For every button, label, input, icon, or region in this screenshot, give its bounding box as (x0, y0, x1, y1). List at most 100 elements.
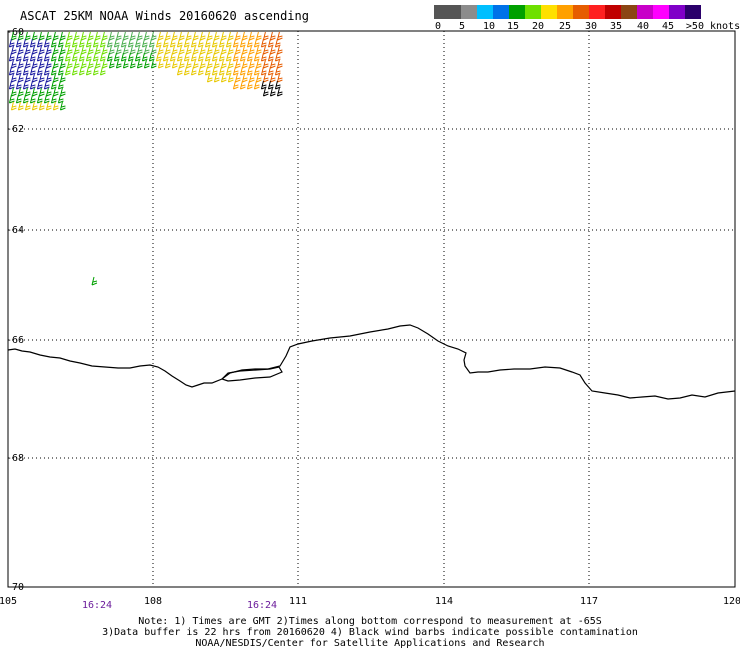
wind-barb (8, 80, 15, 90)
wind-barb (38, 59, 45, 69)
wind-barb (71, 66, 78, 76)
wind-barb (267, 80, 274, 90)
wind-barb (91, 276, 98, 286)
wind-barb (24, 73, 31, 83)
wind-barb (99, 38, 106, 48)
wind-barb (59, 73, 66, 83)
wind-barb (150, 45, 157, 55)
wind-barb (8, 94, 15, 104)
wind-barb (176, 38, 183, 48)
wind-barb (17, 59, 24, 69)
wind-barb (246, 80, 253, 90)
wind-barb (155, 52, 162, 62)
wind-barb (148, 52, 155, 62)
wind-barb (10, 101, 17, 111)
wind-barb (227, 73, 234, 83)
legend-color-swatch (477, 5, 493, 19)
wind-barb (213, 73, 220, 83)
wind-barb (52, 59, 59, 69)
wind-barb (253, 52, 260, 62)
legend-speed-label: 15 (506, 21, 520, 32)
wind-barb (92, 38, 99, 48)
wind-barb (190, 66, 197, 76)
wind-barb (157, 31, 164, 41)
legend-color-swatch (573, 5, 589, 19)
wind-barb (241, 31, 248, 41)
wind-barb (171, 45, 178, 55)
wind-barb (211, 38, 218, 48)
wind-barb (106, 38, 113, 48)
wind-barb (241, 45, 248, 55)
wind-barb (43, 80, 50, 90)
wind-barb (225, 66, 232, 76)
wind-barb (71, 38, 78, 48)
wind-barb (59, 87, 66, 97)
wind-barb (59, 59, 66, 69)
wind-barb (164, 31, 171, 41)
wind-barb (218, 38, 225, 48)
wind-barb (185, 31, 192, 41)
wind-barb (31, 31, 38, 41)
wind-barb (192, 31, 199, 41)
legend-color-swatch (461, 5, 477, 19)
wind-barb (232, 52, 239, 62)
wind-barb (80, 45, 87, 55)
wind-barb (94, 59, 101, 69)
wind-barb (122, 59, 129, 69)
lat-label: -70 (6, 582, 24, 593)
wind-barb (64, 66, 71, 76)
legend-color-swatch (525, 5, 541, 19)
wind-barb (157, 45, 164, 55)
latitude-labels: -60 -62 -64 -66 -68 -70 (6, 27, 24, 593)
wind-barb (262, 59, 269, 69)
wind-barb (31, 59, 38, 69)
wind-barb (227, 31, 234, 41)
note-line-1: Note: 1) Times are GMT 2)Times along bot… (138, 616, 602, 627)
wind-barb (38, 87, 45, 97)
wind-barb (253, 66, 260, 76)
legend-color-swatch (589, 5, 605, 19)
wind-barb (87, 31, 94, 41)
wind-barb (108, 45, 115, 55)
wind-barb (183, 38, 190, 48)
wind-barb (115, 45, 122, 55)
wind-barb (248, 59, 255, 69)
wind-barb (234, 59, 241, 69)
wind-barb (211, 66, 218, 76)
wind-barb (45, 87, 52, 97)
wind-barb (101, 45, 108, 55)
longitude-labels: 105 108 111 114 117 120 (0, 596, 740, 607)
wind-barb (31, 101, 38, 111)
wind-barb (136, 45, 143, 55)
lon-label: 117 (580, 596, 598, 607)
pass-time-label: 16:24 (246, 600, 278, 611)
legend-speed-label: 0 (434, 21, 442, 32)
wind-barb (64, 38, 71, 48)
wind-barb (197, 66, 204, 76)
wind-barb (141, 38, 148, 48)
wind-barb (262, 45, 269, 55)
wind-barb (85, 52, 92, 62)
wind-barb (176, 66, 183, 76)
wind-barb (267, 52, 274, 62)
wind-barb (134, 38, 141, 48)
wind-barb (192, 59, 199, 69)
wind-barb (260, 66, 267, 76)
wind-barb (52, 31, 59, 41)
wind-barb (24, 45, 31, 55)
wind-barb (52, 45, 59, 55)
wind-barb (45, 73, 52, 83)
wind-barb (17, 31, 24, 41)
wind-barb (120, 38, 127, 48)
wind-barb (206, 31, 213, 41)
wind-barb (45, 31, 52, 41)
pass-time-label: 16:24 (81, 600, 113, 611)
wind-barb (262, 31, 269, 41)
wind-barb (57, 66, 64, 76)
wind-barb (45, 45, 52, 55)
wind-barb (38, 101, 45, 111)
wind-barb (150, 59, 157, 69)
wind-barb (92, 52, 99, 62)
wind-barb (134, 52, 141, 62)
